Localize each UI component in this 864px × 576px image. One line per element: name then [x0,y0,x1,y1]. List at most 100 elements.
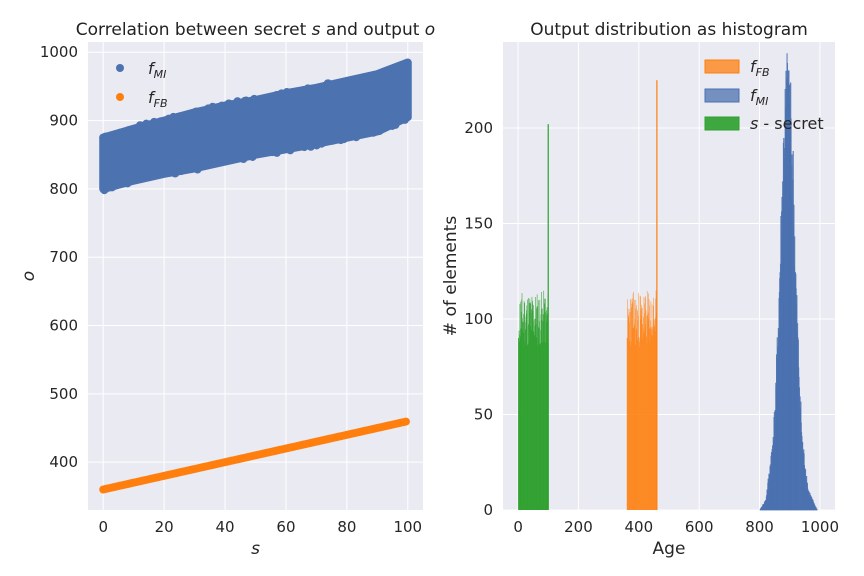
f-fb-histogram-bar [637,315,639,510]
secret-histogram-bar [543,290,545,510]
f-fb-histogram-bar [650,334,652,510]
secret-histogram-bar [522,330,523,510]
secret-histogram-bar [538,300,539,510]
secret-histogram-bar [522,322,524,510]
secret-histogram-bar [546,310,547,510]
secret-histogram-bar [547,313,548,510]
f-fb-histogram-bar [647,312,649,510]
f-mi-point [147,172,156,181]
f-mi-point [185,109,194,118]
secret-histogram-bar [532,311,534,510]
f-fb-histogram-bar [649,328,650,510]
f-mi-point [104,183,113,192]
scatter-y-axis-label: o [19,271,39,281]
f-fb-histogram-bar [643,296,645,510]
secret-histogram-bar [522,317,523,510]
f-mi-point [328,136,337,145]
secret-histogram-bar [541,308,543,510]
f-fb-histogram-bar [630,299,632,510]
f-fb-histogram-bar [637,340,638,510]
secret-histogram-bar [546,321,548,510]
secret-histogram-bar [518,338,519,510]
secret-histogram-bar [543,321,544,510]
secret-histogram-bar [542,314,544,510]
f-mi-point [390,63,399,72]
f-fb-histogram-bar [653,297,654,510]
secret-histogram-bar [545,298,546,510]
f-mi-point [388,121,397,130]
f-fb-histogram-bar [643,317,644,510]
y-tick-label: 200 [464,119,493,137]
f-mi-point [261,147,270,156]
f-fb-histogram-bar [636,309,638,510]
scatter-chart: 0 20 40 60 80 100 400 500 600 700 800 900 1000 Corre… [19,20,435,559]
secret-histogram-bar [544,298,545,510]
secret-histogram-bar [534,318,536,510]
legend-marker-f-fb [116,93,124,101]
secret-histogram-bar [541,291,542,510]
f-fb-histogram-bar [645,296,646,510]
secret-histogram-bar [521,299,523,510]
legend-label-hist-f-mi: fMI [750,86,768,108]
f-fb-histogram-bar [630,307,632,510]
secret-histogram-bar [540,329,542,510]
f-fb-histogram-bar [630,346,631,510]
secret-histogram-bar [523,332,525,510]
secret-histogram-bar [533,305,534,510]
f-mi-point [170,168,179,177]
f-fb-histogram-bar [635,299,637,510]
f-mi-point [177,167,186,176]
secret-histogram-bar [537,306,539,510]
secret-histogram-bar [534,325,536,510]
secret-histogram-bar [533,331,535,510]
f-mi-point [251,150,260,159]
secret-histogram-bar [542,341,544,510]
histogram-y-axis-label: # of elements [441,216,461,337]
f-fb-histogram-bar [638,337,640,510]
scatter-title: Correlation between secret s and output … [76,20,435,40]
secret-histogram-bar [540,345,541,510]
f-fb-histogram-bar [635,328,637,510]
secret-histogram-bar [529,311,530,510]
secret-histogram-bar [521,293,523,510]
f-fb-histogram-bar [637,310,638,510]
secret-histogram-bar [531,303,533,510]
f-fb-histogram-bar [632,293,634,510]
secret-histogram-bar [544,311,546,510]
f-mi-point [133,125,142,134]
f-fb-histogram-bar [636,329,637,510]
f-mi-point [226,156,235,165]
f-fb-histogram-bar [644,298,646,510]
f-mi-point [99,133,108,142]
x-tick-label: 0 [513,518,523,536]
f-fb-histogram-bar [633,291,634,510]
f-fb-histogram-bar [650,301,652,510]
x-tick-label: 80 [337,518,356,536]
f-mi-point [369,128,378,137]
f-mi-point [375,126,384,135]
f-fb-histogram-bar [655,317,656,510]
f-fb-histogram-bar [629,322,630,510]
secret-histogram-bar [524,345,526,510]
f-mi-point [312,141,321,150]
secret-histogram-bar [520,328,522,510]
f-fb-histogram-bar [651,326,653,510]
f-fb-histogram-bar [631,341,632,510]
f-fb-histogram-bar [653,320,655,510]
secret-histogram-bar [521,312,522,510]
secret-histogram-bar [524,302,526,510]
secret-histogram-bar [535,337,537,510]
f-mi-point [204,104,213,113]
secret-histogram-bar [534,334,535,510]
f-fb-histogram-bar [628,309,630,510]
secret-histogram-bar [545,312,547,510]
f-fb-histogram-bar [640,309,642,510]
x-tick-label: 0 [98,518,108,536]
f-fb-histogram-bar [630,299,631,510]
f-fb-histogram-bar [645,310,647,510]
f-fb-histogram-bar [652,329,653,510]
y-tick-label: 700 [49,248,78,266]
f-fb-histogram-bar [647,315,649,510]
secret-histogram-bar [518,341,520,510]
